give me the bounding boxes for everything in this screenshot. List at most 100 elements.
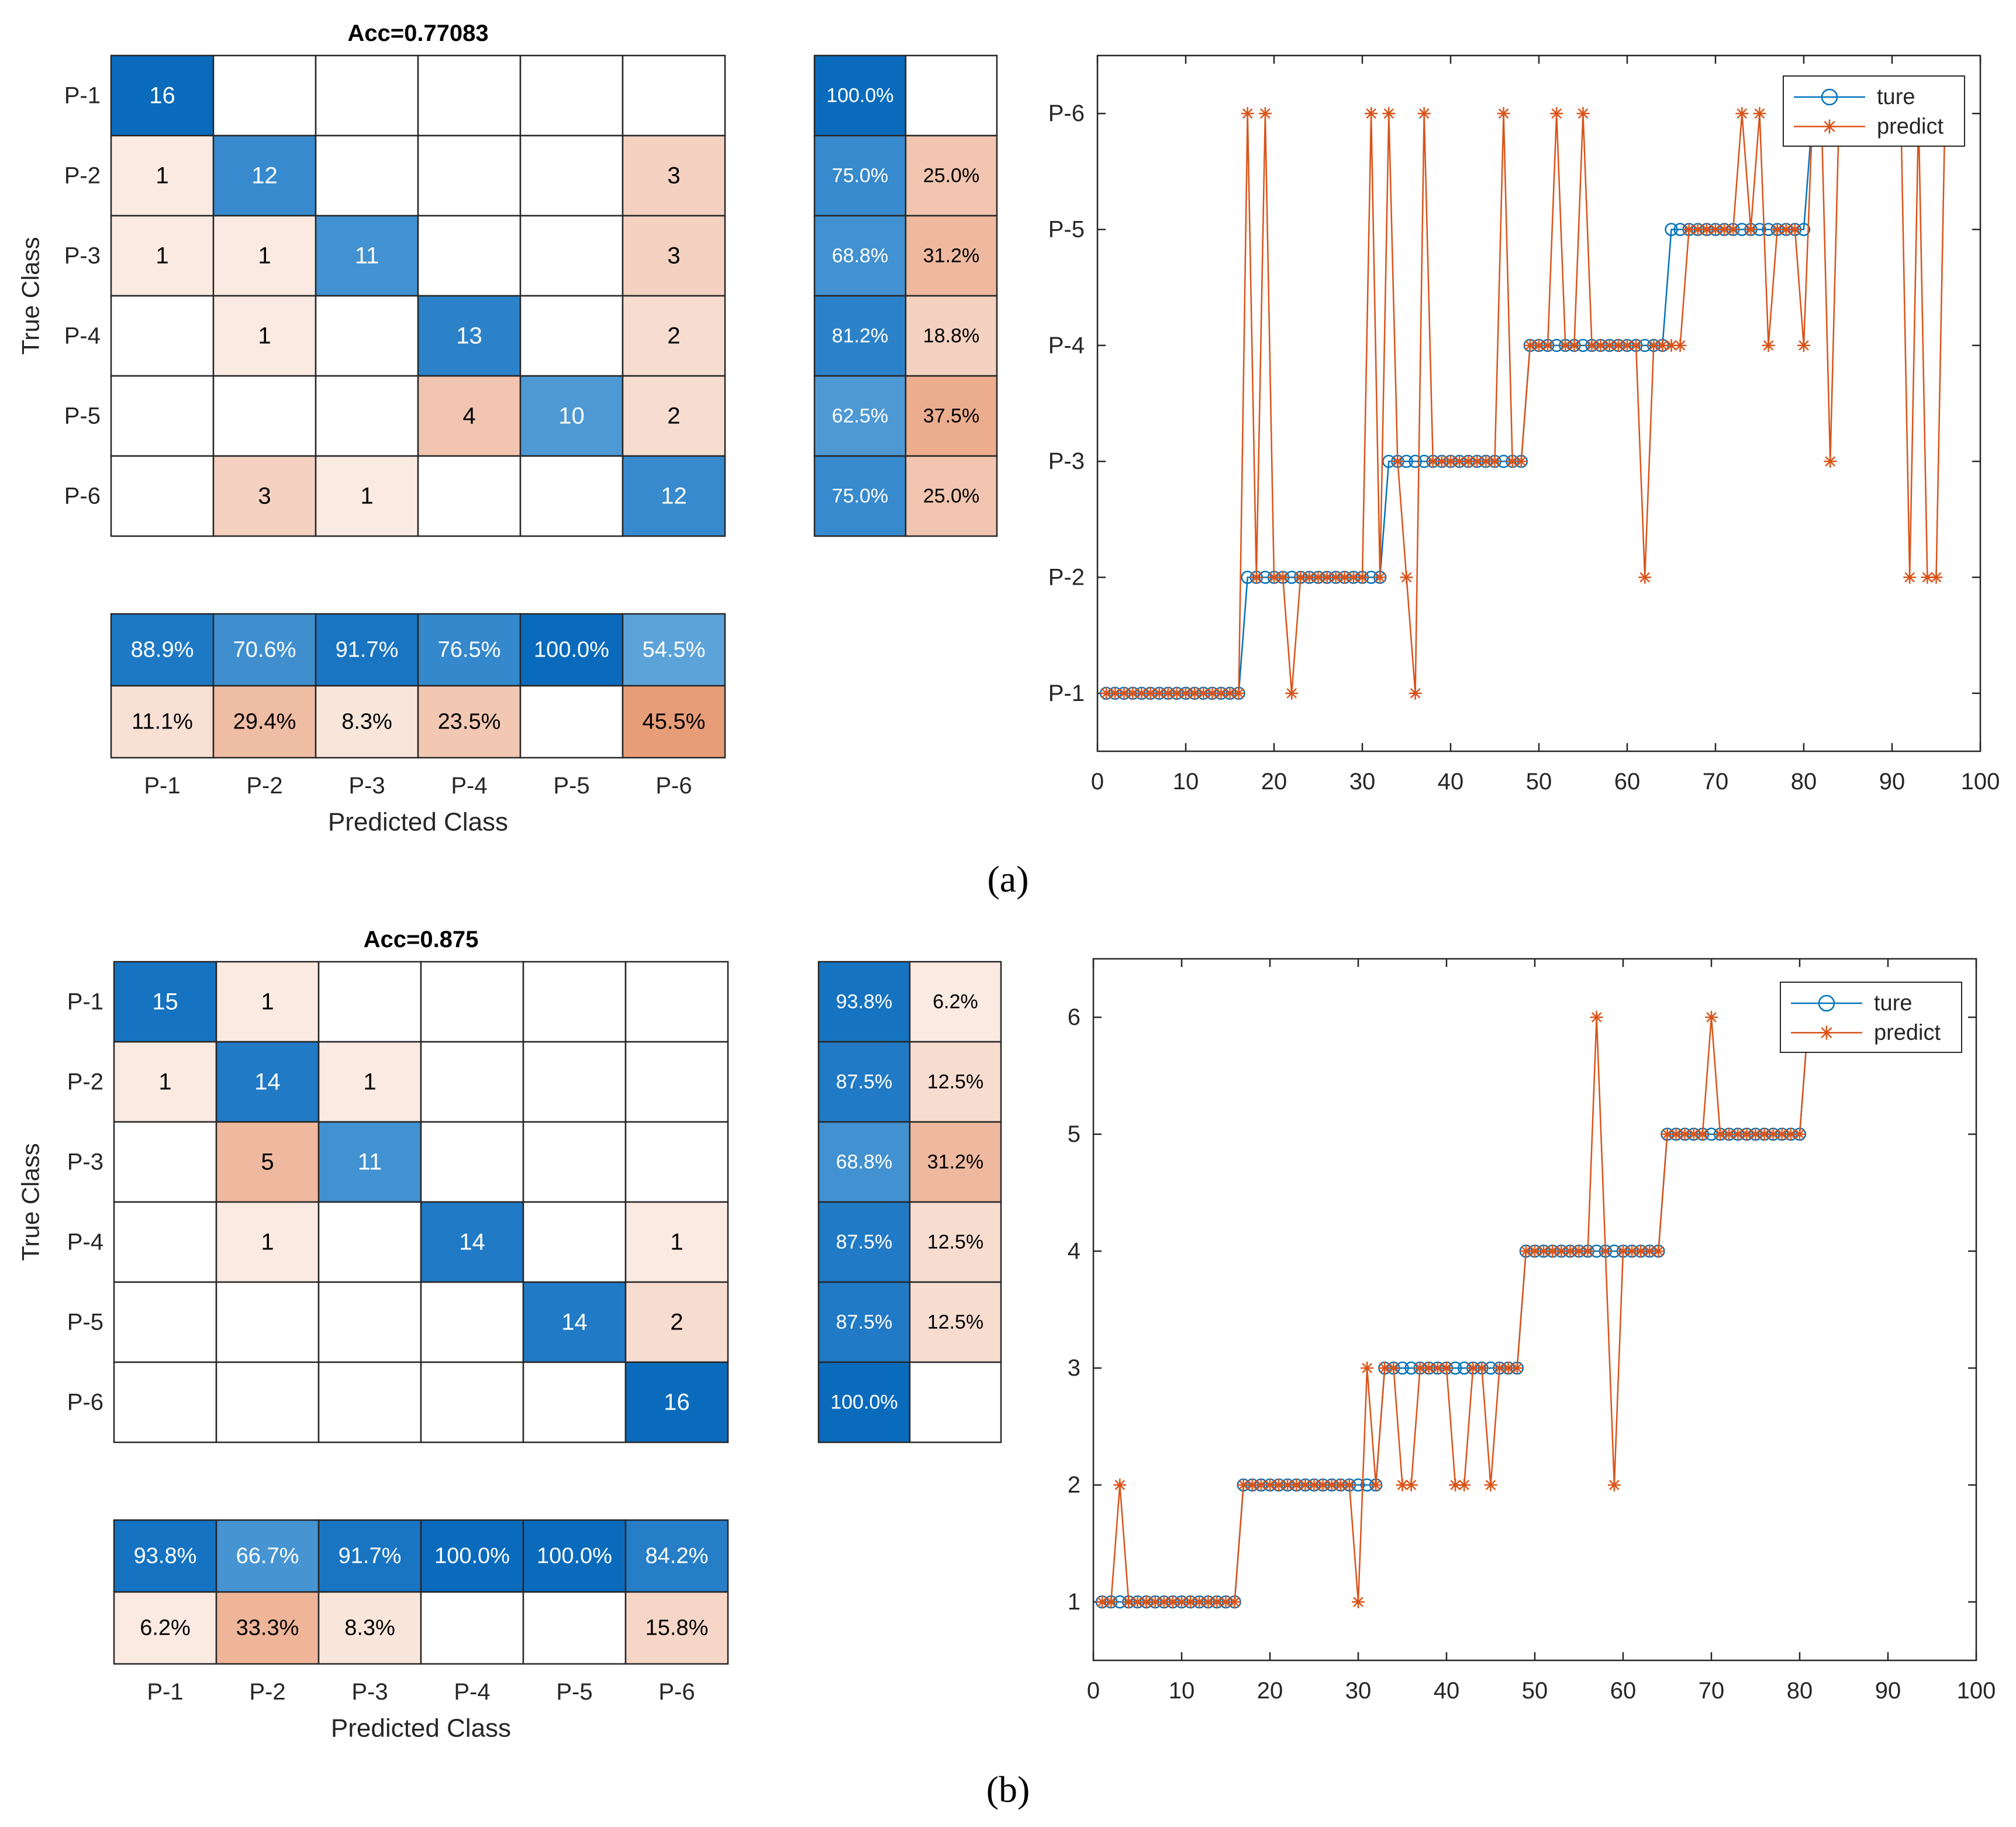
point-predict [1758,1128,1771,1141]
row-summary-cell [817,1201,911,1283]
matrix-cell [624,1041,729,1123]
point-predict [1506,455,1519,468]
x-tick-label: 70 [1703,769,1729,795]
col-summary-value: 45.5% [643,710,706,734]
point-predict [1202,1595,1215,1608]
point-predict [1652,1245,1665,1258]
y-tick-label: P-6 [1048,101,1085,126]
point-predict [1590,1011,1603,1024]
point-predict [1404,1479,1418,1491]
point-predict [1788,223,1801,236]
matrix-cell [212,134,317,217]
col-summary-value: 100.0% [434,1544,510,1569]
matrix-cell [624,961,729,1043]
series-line-predict [1102,1016,1941,1603]
panel-label-b: (b) [986,1769,1030,1810]
point-predict [1109,686,1122,700]
point-predict [1532,339,1545,352]
matrix-cell [624,1281,729,1363]
y-tick-label: P-5 [1048,217,1085,243]
matrix-value: 1 [156,163,168,189]
point-predict [1285,686,1299,700]
matrix-value: 14 [459,1229,485,1255]
point-predict [1197,686,1210,700]
matrix-value: 5 [261,1149,274,1175]
col-summary-value: 8.3% [341,710,392,734]
x-tick-label: 10 [1169,1678,1195,1704]
point-predict [1258,107,1272,120]
x-tick-label: 40 [1438,769,1464,795]
col-tick-label: P-5 [556,1679,592,1705]
col-tick-label: P-5 [553,773,589,799]
point-predict [1607,1479,1621,1491]
col-summary-cell [624,1591,729,1665]
col-summary-value: 29.4% [233,710,296,734]
matrix-cell [212,215,317,297]
row-summary-value: 93.8% [836,991,892,1013]
col-tick-label: P-2 [249,1679,285,1705]
matrix-cell [622,375,726,457]
matrix-cell [212,54,317,137]
point-predict [1361,1362,1374,1374]
row-summary-cell [817,1361,911,1443]
matrix-value: 14 [561,1310,588,1335]
point-predict [1903,571,1917,584]
matrix-cell [522,1121,627,1203]
row-summary-value: 87.5% [836,1071,892,1093]
point-predict [1206,686,1219,700]
matrix-value: 1 [156,243,168,269]
matrix-cell [624,1121,729,1203]
point-predict [1426,455,1439,468]
row-summary-cell [905,455,998,537]
col-summary-value: 66.7% [236,1544,299,1569]
matrix-cell [317,1201,422,1283]
row-tick-label: P-4 [64,323,101,349]
col-summary-value: 91.7% [336,638,399,662]
point-predict [1396,1479,1409,1491]
row-tick-label: P-3 [67,1149,103,1175]
row-summary-value: 31.2% [927,1151,983,1173]
point-predict [1369,1479,1383,1491]
row-summary-value: 37.5% [923,405,979,427]
matrix-cell [315,134,419,217]
col-summary-value: 100.0% [537,1544,612,1569]
point-predict [1479,455,1493,468]
col-summary-cell [420,1591,524,1665]
point-predict [1510,1362,1524,1374]
point-predict [1449,1479,1462,1491]
point-predict [1466,1362,1480,1374]
point-predict [1541,339,1555,352]
matrix-value: 12 [251,163,278,189]
point-predict [1210,1595,1224,1608]
matrix-cell [113,1361,218,1443]
point-predict [1576,107,1590,120]
point-predict [1232,686,1245,700]
point-predict [1122,1595,1135,1608]
point-predict [1722,1128,1736,1141]
col-summary-cell [317,1591,422,1665]
x-tick-label: 100 [1957,1678,1996,1704]
point-predict [1700,223,1713,236]
y-axis-label: True Class [17,1143,44,1261]
x-tick-label: 50 [1522,1678,1548,1704]
point-predict [1400,571,1413,584]
x-tick-label: 30 [1345,1678,1372,1704]
matrix-cell [215,1041,320,1123]
col-summary-cell [624,1519,729,1593]
row-summary-cell [813,455,907,537]
point-predict [1417,107,1431,120]
point-predict [1709,223,1722,236]
point-predict [1488,455,1501,468]
matrix-cell [519,134,624,217]
matrix-cell [522,1281,627,1363]
row-tick-label: P-1 [64,83,101,109]
matrix-cell [110,134,215,217]
point-predict [1493,1362,1506,1374]
point-predict [1559,339,1572,352]
col-summary-cell [622,685,726,759]
row-summary-cell [905,375,998,457]
point-predict [1135,686,1148,700]
point-predict [1100,686,1113,700]
point-predict [1431,1362,1444,1374]
point-predict [1453,455,1466,468]
